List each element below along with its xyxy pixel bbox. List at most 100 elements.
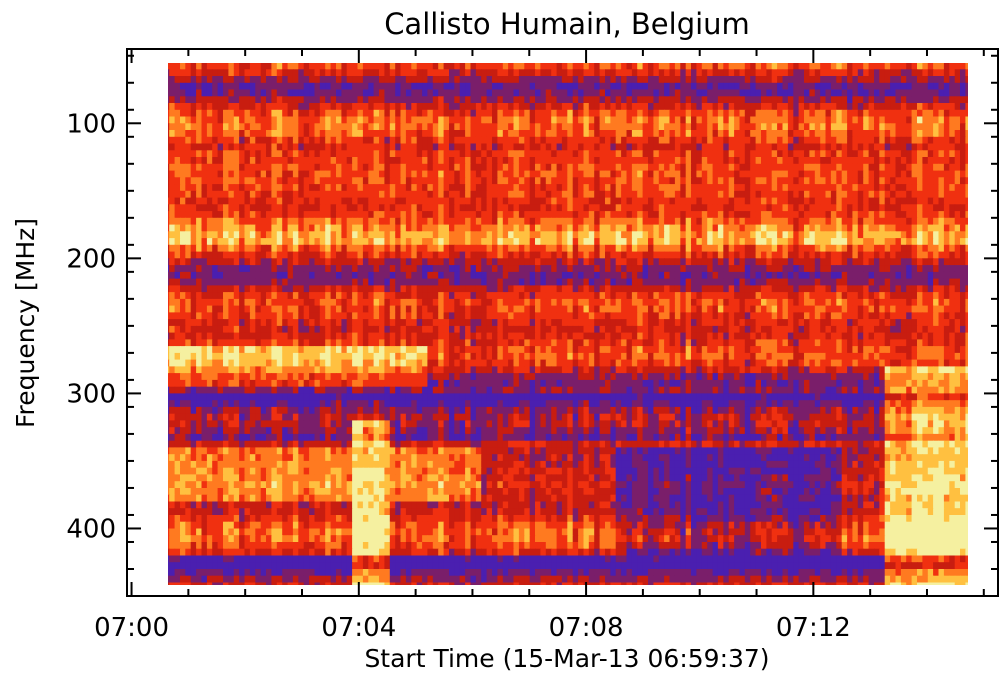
spectrogram-cell [804,123,810,131]
spectrogram-cell [954,63,961,70]
spectrogram-cell [168,184,170,192]
spectrogram-cell [750,231,757,239]
spectrogram-cell [276,150,283,158]
spectrogram-cell [680,123,687,131]
spectrogram-cell [524,163,531,172]
spectrogram-cell [497,197,504,205]
spectrogram-cell [427,204,434,212]
spectrogram-cell [830,116,837,124]
spectrogram-cell [761,190,767,199]
spectrogram-cell [492,190,498,199]
spectrogram-cell [529,190,536,199]
spectrogram-cell [933,244,940,253]
spectrogram-cell [545,190,552,199]
spectrogram-cell [927,109,934,118]
spectrogram-cell [744,103,751,111]
spectrogram-cell [857,69,864,77]
spectrogram-cell [481,96,488,104]
spectrogram-cell [180,150,186,158]
spectrogram-cell [223,136,229,145]
spectrogram-cell [325,143,332,151]
spectrogram-cell [712,211,719,219]
spectrogram-cell [631,130,638,138]
spectrogram-cell [685,211,692,219]
spectrogram-cell [717,204,724,212]
spectrogram-cell [599,150,606,158]
spectrogram-cell [648,109,654,118]
spectrogram-cell [217,258,224,266]
spectrogram-cell [405,136,412,145]
spectrogram-cell [330,238,337,246]
spectrogram-cell [368,197,375,205]
spectrogram-cell [174,184,181,192]
spectrogram-cell [217,116,224,124]
spectrogram-cell [820,217,827,226]
spectrogram-cell [685,190,692,199]
spectrogram-cell [938,251,945,259]
spectrogram-cell [502,123,509,131]
spectrogram-cell [943,177,950,185]
spectrogram-cell [497,238,504,246]
spectrogram-cell [605,184,611,192]
spectrogram-cell [653,63,660,70]
spectrogram-cell [674,103,681,111]
spectrogram-cell [325,76,332,84]
spectrogram-cell [174,238,181,246]
spectrogram-cell [938,211,945,219]
spectrogram-cell [545,96,552,104]
spectrogram-cell [292,217,299,226]
spectrogram-cell [879,109,886,118]
spectrogram-cell [648,123,654,131]
spectrogram-cell [185,190,192,199]
spectrogram-cell [648,143,654,151]
spectrogram-cell [771,211,778,219]
spectrogram-cell [185,150,192,158]
spectrogram-cell [868,123,875,131]
spectrogram-cell [804,204,810,212]
spectrogram-cell [395,123,402,131]
spectrogram-cell [680,184,687,192]
spectrogram-cell [561,211,568,219]
spectrogram-cell [610,177,617,185]
spectrogram-cell [524,157,531,165]
spectrogram-cell [680,143,687,151]
spectrogram-cell [965,96,968,104]
spectrogram-cell [933,231,940,239]
spectrogram-cell [809,197,816,205]
spectrogram-cell [943,197,950,205]
spectrogram-cell [965,157,968,165]
spectrogram-cell [911,238,918,246]
spectrogram-cell [691,197,697,205]
spectrogram-cell [669,116,676,124]
spectrogram-cell [362,109,369,118]
spectrogram-cell [524,224,531,232]
spectrogram-cell [540,211,547,219]
spectrogram-cell [368,103,375,111]
spectrogram-cell [728,170,735,178]
spectrogram-cell [212,123,219,131]
spectrogram-cell [884,190,891,199]
spectrogram-cell [949,224,956,232]
spectrogram-cell [432,177,439,185]
spectrogram-cell [271,238,278,246]
spectrogram-cell [804,116,810,124]
spectrogram-cell [637,244,644,253]
spectrogram-cell [287,150,294,158]
spectrogram-cell [233,109,240,118]
spectrogram-cell [787,69,794,77]
spectrogram-cell [917,177,923,185]
spectrogram-cell [830,238,837,246]
spectrogram-cell [766,109,773,118]
spectrogram-cell [201,69,208,77]
spectrogram-cell [949,103,956,111]
spectrogram-cell [626,163,633,172]
spectrogram-cell [168,63,170,70]
spectrogram-cell [432,163,439,172]
spectrogram-cell [637,170,644,178]
spectrogram-cell [621,69,628,77]
spectrogram-cell [535,123,541,131]
spectrogram-cell [169,197,176,205]
spectrogram-cell [389,69,396,77]
spectrogram-cell [761,217,767,226]
spectrogram-cell [276,211,283,219]
